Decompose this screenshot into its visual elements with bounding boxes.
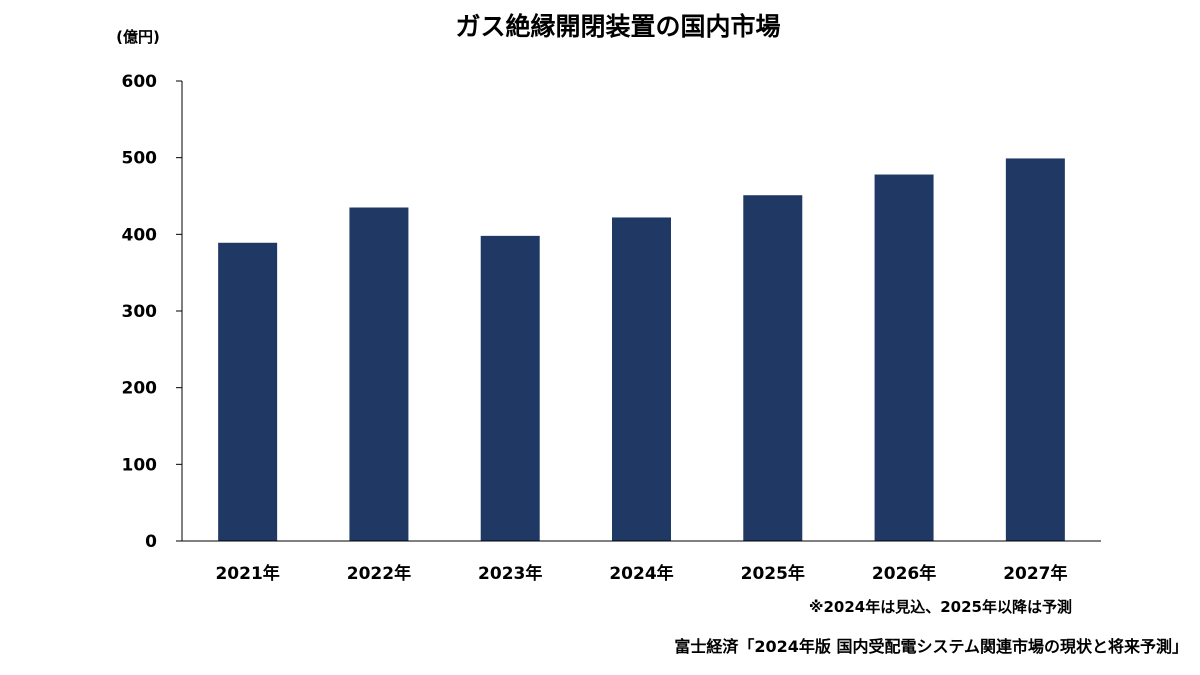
x-axis: 2021年 2022年 2023年 2024年 2025年 2026年 2027年: [182, 540, 1101, 584]
bar: [874, 174, 934, 542]
y-tick-label: 600: [122, 72, 158, 92]
y-tick-label: 100: [122, 455, 158, 475]
x-tick-label: 2021年: [215, 563, 279, 584]
bar: [218, 242, 278, 541]
bar: [612, 217, 671, 541]
x-tick-label: 2022年: [347, 563, 411, 584]
y-axis: 0 100 200 300 400 500 600: [122, 72, 183, 552]
bar: [480, 235, 540, 541]
bar: [743, 195, 803, 541]
y-tick-label: 0: [145, 532, 157, 552]
source-citation: 富士経済「2024年版 国内受配電システム関連市場の現状と将来予測」: [674, 637, 1188, 656]
forecast-note: ※2024年は見込、2025年以降は予測: [809, 598, 1072, 616]
x-tick-label: 2023年: [478, 563, 542, 584]
y-tick-label: 300: [122, 302, 158, 322]
bar: [349, 207, 409, 541]
y-tick-label: 500: [122, 149, 158, 169]
y-axis-unit-label: (億円): [116, 28, 160, 46]
x-tick-label: 2025年: [741, 563, 805, 584]
x-tick-label: 2027年: [1003, 563, 1067, 584]
x-tick-label: 2026年: [872, 563, 936, 584]
y-tick-label: 200: [122, 379, 158, 399]
y-tick-label: 400: [122, 225, 158, 245]
bar: [1005, 158, 1065, 541]
chart-title: ガス絶縁開閉装置の国内市場: [455, 12, 780, 41]
x-tick-label: 2024年: [609, 563, 673, 584]
bars: [218, 158, 1065, 542]
